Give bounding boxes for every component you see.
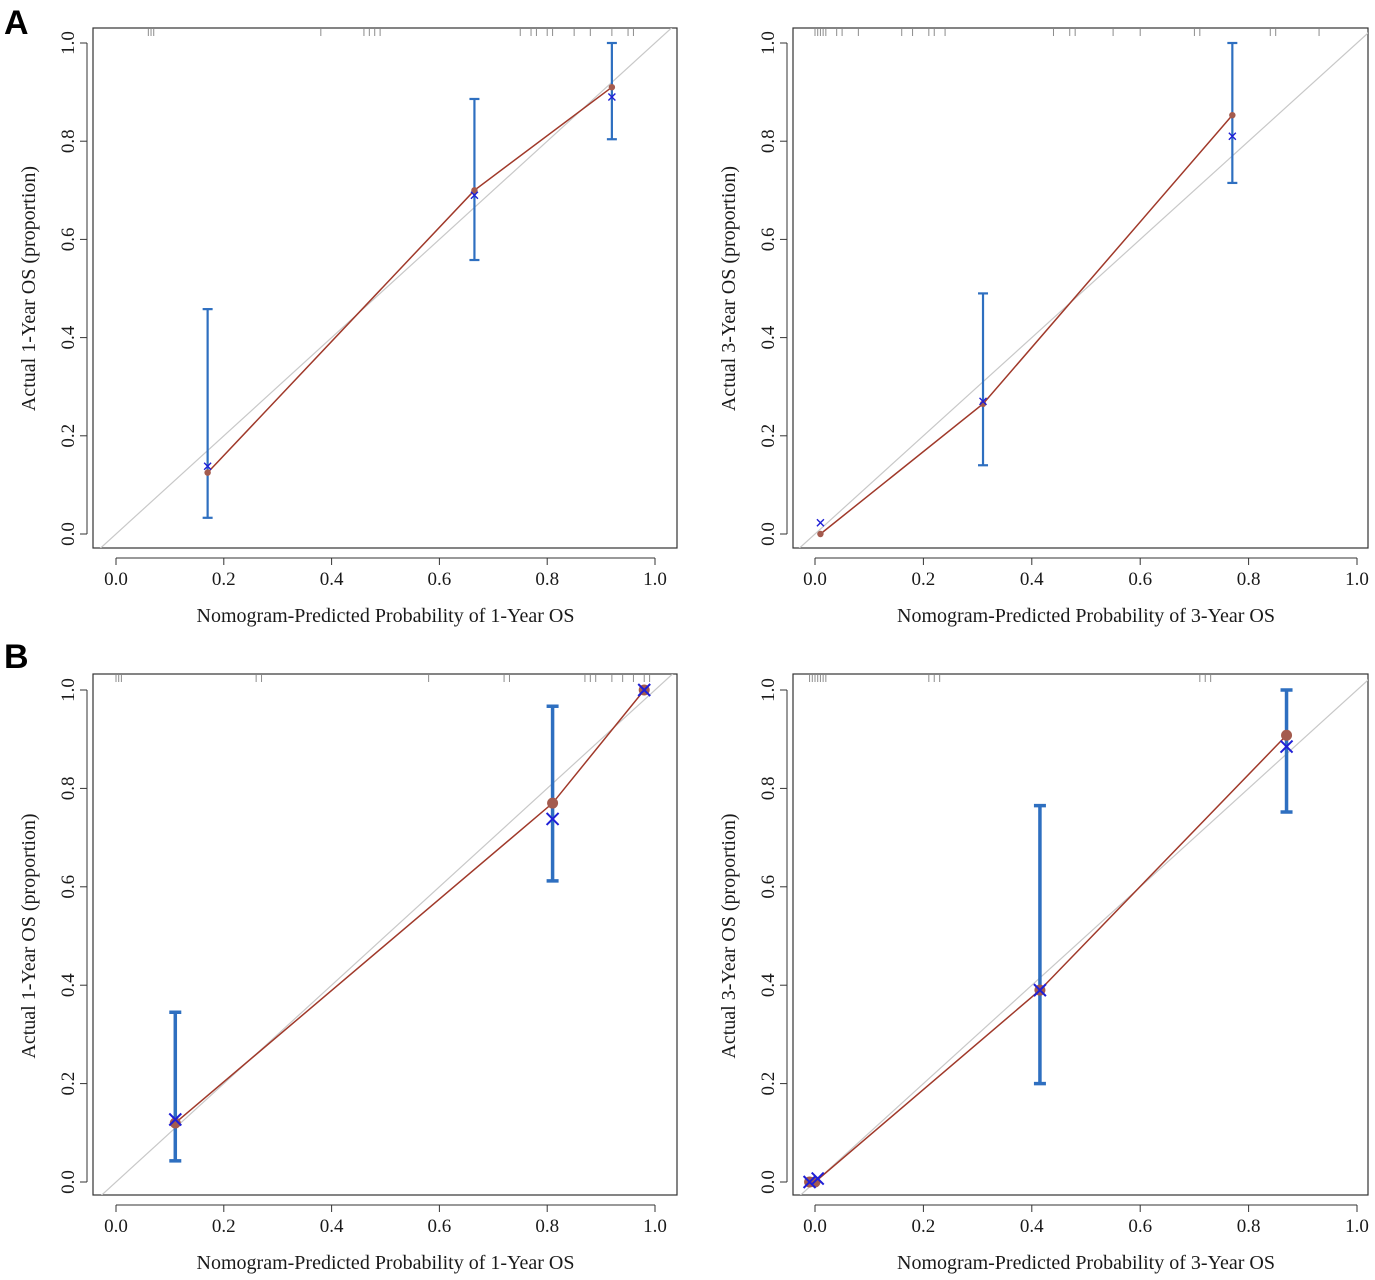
x-tick-label: 0.6 <box>1128 569 1152 590</box>
calibration-line <box>809 734 1288 1183</box>
x-tick-label: 0.4 <box>1020 569 1044 590</box>
y-tick-label: 0.0 <box>58 1170 79 1194</box>
x-tick-label: 0.2 <box>212 1216 236 1237</box>
reference-diagonal <box>99 28 673 548</box>
y-tick-label: 0.8 <box>58 777 79 801</box>
x-tick-label: 0.6 <box>428 1216 452 1237</box>
bias-corrected-cross <box>1033 983 1047 997</box>
bias-corrected-cross <box>470 191 479 200</box>
y-tick-label: 0.2 <box>758 424 779 448</box>
y-tick-label: 0.6 <box>58 228 79 252</box>
y-tick-label: 0.2 <box>58 1072 79 1096</box>
calibration-plot: 0.0 0.2 0.4 0.6 0.8 1.0 Nomogram-Predicted Pro… <box>718 673 1369 1274</box>
y-axis-title: Actual 1-Year OS (proportion) <box>18 166 40 411</box>
y-tick-label: 1.0 <box>758 678 779 702</box>
observed-point <box>817 530 824 538</box>
calibration-plot: 0.0 0.2 0.4 0.6 0.8 1.0 Nomogram-Predicted Pro… <box>18 673 678 1274</box>
calibration-line <box>207 86 613 474</box>
plots-group: 0.0 0.2 0.4 0.6 0.8 1.0 Nomogram-Predicted Pro… <box>18 27 1369 1274</box>
bias-corrected-cross <box>802 1175 817 1189</box>
panel-label-b: B <box>4 638 29 676</box>
y-tick-label: 0.4 <box>58 325 79 349</box>
y-tick-label: 0.8 <box>758 777 779 801</box>
reference-diagonal <box>100 674 674 1195</box>
observed-point <box>169 1117 181 1129</box>
calibration-plot: 0.0 0.2 0.4 0.6 0.8 1.0 Nomogram-Predicted Pro… <box>718 27 1369 627</box>
observed-point <box>608 83 616 91</box>
y-tick-label: 0.6 <box>758 875 779 899</box>
bias-corrected-cross <box>811 1171 825 1186</box>
x-tick-label: 0.0 <box>104 569 128 590</box>
bias-corrected-cross <box>1228 132 1237 141</box>
observed-point <box>471 187 478 194</box>
plot-frame <box>92 27 678 549</box>
x-tick-label: 1.0 <box>1345 569 1369 590</box>
x-tick-label: 0.2 <box>912 569 936 590</box>
y-tick-label: 0.4 <box>758 973 779 997</box>
y-tick-label: 0.2 <box>758 1072 779 1096</box>
y-tick-label: 0.0 <box>758 522 779 546</box>
y-tick-label: 0.8 <box>58 129 79 153</box>
bias-corrected-cross <box>637 683 651 697</box>
plot-frame <box>792 673 1369 1196</box>
plot-frame <box>92 673 678 1196</box>
y-axis-title: Actual 3-Year OS (proportion) <box>718 166 740 411</box>
bias-corrected-cross <box>979 397 988 406</box>
x-axis-title: Nomogram-Predicted Probability of 1-Year… <box>197 1252 575 1274</box>
x-tick-label: 0.4 <box>1020 1216 1044 1237</box>
y-tick-label: 0.6 <box>58 875 79 899</box>
x-tick-label: 1.0 <box>1345 1216 1369 1237</box>
y-axis-title: Actual 3-Year OS (proportion) <box>718 813 740 1058</box>
x-axis-title: Nomogram-Predicted Probability of 1-Year… <box>197 605 575 627</box>
reference-diagonal <box>799 679 1368 1195</box>
y-tick-label: 1.0 <box>58 31 79 55</box>
reference-diagonal <box>798 32 1368 548</box>
x-tick-label: 1.0 <box>643 1216 667 1237</box>
calibration-plot: 0.0 0.2 0.4 0.6 0.8 1.0 Nomogram-Predicted Pro… <box>18 27 678 627</box>
y-tick-label: 1.0 <box>58 678 79 702</box>
x-axis-title: Nomogram-Predicted Probability of 3-Year… <box>897 605 1275 627</box>
x-tick-label: 0.8 <box>1237 569 1261 590</box>
x-tick-label: 0.0 <box>803 569 827 590</box>
x-tick-label: 0.4 <box>320 1216 344 1237</box>
bias-corrected-cross <box>203 462 212 471</box>
observed-point <box>204 469 211 476</box>
bias-corrected-cross <box>545 812 560 826</box>
x-tick-label: 0.6 <box>1128 1216 1152 1237</box>
x-tick-label: 0.6 <box>428 569 452 590</box>
bias-corrected-cross <box>168 1112 182 1127</box>
observed-point <box>547 797 559 809</box>
observed-point <box>1229 111 1236 119</box>
y-tick-label: 0.4 <box>758 325 779 349</box>
calibration-line <box>819 114 1233 535</box>
x-axis-title: Nomogram-Predicted Probability of 3-Year… <box>897 1252 1275 1274</box>
x-tick-label: 0.0 <box>104 1216 128 1237</box>
calibration-line <box>174 689 645 1124</box>
y-axis-title: Actual 1-Year OS (proportion) <box>18 813 40 1058</box>
x-tick-label: 0.2 <box>912 1216 936 1237</box>
x-tick-label: 0.8 <box>535 1216 559 1237</box>
x-tick-label: 0.2 <box>212 569 236 590</box>
x-tick-label: 0.0 <box>803 1216 827 1237</box>
observed-point <box>1281 729 1293 741</box>
x-tick-label: 1.0 <box>643 569 667 590</box>
panel-label-a: A <box>4 4 29 42</box>
x-tick-label: 0.8 <box>535 569 559 590</box>
bias-corrected-cross <box>1279 739 1294 754</box>
bias-corrected-cross <box>816 518 825 527</box>
y-tick-label: 0.0 <box>758 1170 779 1194</box>
y-tick-label: 1.0 <box>758 31 779 55</box>
y-tick-label: 0.6 <box>758 228 779 252</box>
y-tick-label: 0.2 <box>58 424 79 448</box>
x-tick-label: 0.4 <box>320 569 344 590</box>
y-tick-label: 0.8 <box>758 129 779 153</box>
bias-corrected-cross <box>607 93 616 102</box>
x-tick-label: 0.8 <box>1237 1216 1261 1237</box>
y-tick-label: 0.0 <box>58 522 79 546</box>
plot-frame <box>792 27 1369 549</box>
y-tick-label: 0.4 <box>58 973 79 997</box>
